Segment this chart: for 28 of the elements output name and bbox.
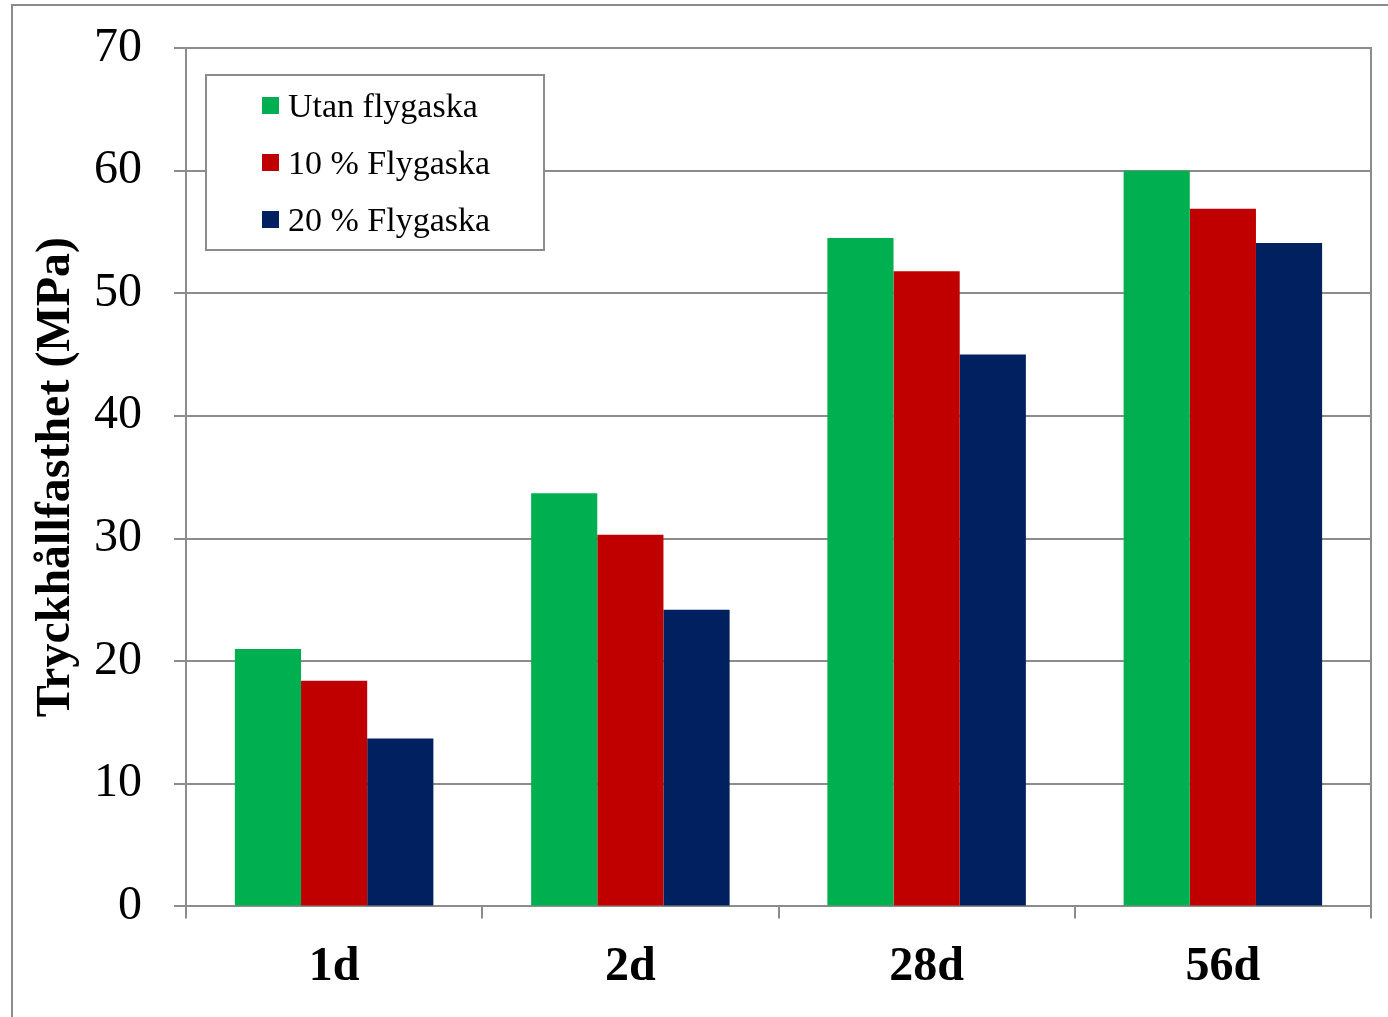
y-tick-label: 10 [94,753,142,807]
y-axis-title: Tryckhållfasthet (MPa) [26,237,81,718]
y-tick-label: 70 [94,17,142,71]
y-tick-label: 50 [94,262,142,316]
y-tick-label: 40 [94,385,142,439]
bar [663,609,730,906]
y-tick-label: 30 [94,508,142,562]
legend-label: 20 % Flygaska [288,200,491,239]
bar [367,738,434,906]
bar [597,534,664,906]
bar [893,271,960,906]
x-tick-label: 1d [308,936,360,990]
legend-label: Utan flygaska [288,86,478,125]
bar [1123,170,1190,906]
x-tick-label: 2d [605,936,657,990]
y-tick-label: 60 [94,140,142,194]
bar [1189,208,1256,906]
bar [827,238,894,906]
bar [531,493,598,906]
bar [234,648,302,906]
x-tick-label: 56d [1185,936,1261,990]
x-tick-label: 28d [889,936,965,990]
y-tick-label: 0 [118,876,142,930]
bar [301,680,368,906]
legend-label: 10 % Flygaska [288,143,491,182]
bar [959,354,1026,906]
y-tick-label: 20 [94,630,142,684]
bar [1255,242,1323,906]
